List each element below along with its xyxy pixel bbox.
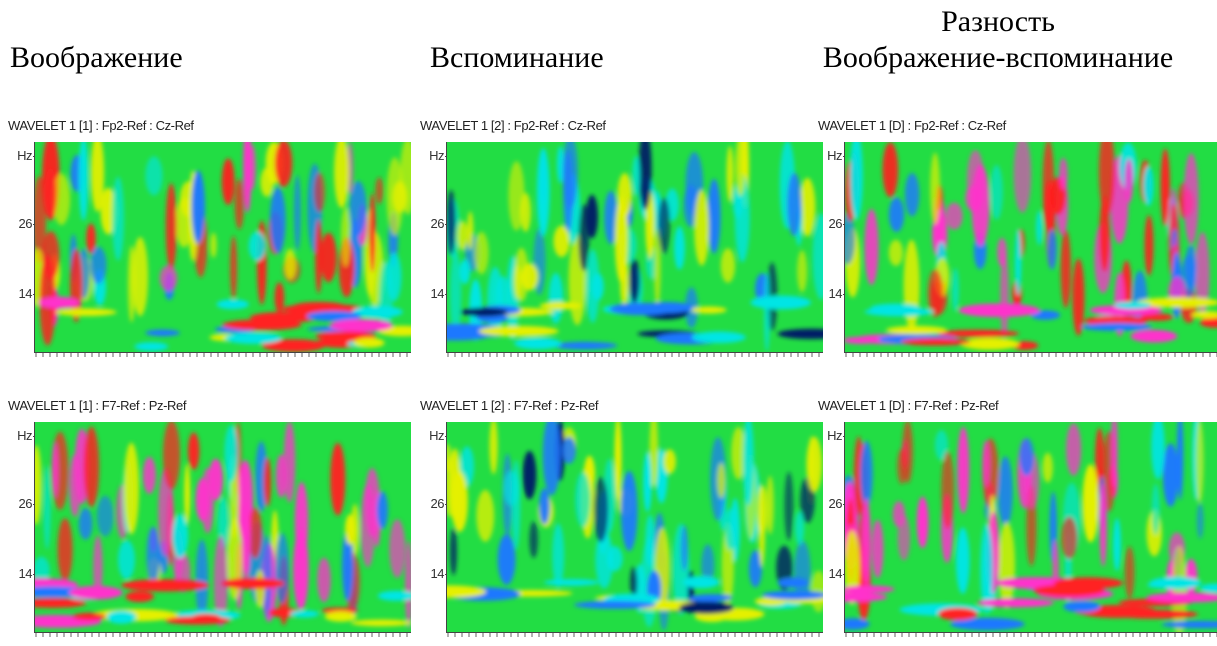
y-axis-label-hz: Hz — [17, 428, 32, 443]
column-header-recall: Вспоминание — [430, 41, 604, 74]
x-axis-ticks — [845, 353, 1217, 357]
panel-difference-fp2-cz: WAVELET 1 [D] : Fp2-Ref : Cz-Ref Hz 26 14 — [818, 118, 1217, 357]
y-tick-label-14: 14 — [18, 566, 33, 581]
y-tick-label-14: 14 — [18, 286, 33, 301]
x-axis-ticks — [447, 633, 820, 637]
wavelet-heatmap — [34, 142, 411, 353]
panel-title: WAVELET 1 [2] : F7-Ref : Pz-Ref — [420, 398, 599, 413]
y-axis-label-hz: Hz — [827, 428, 842, 443]
panel-imagination-fp2-cz: WAVELET 1 [1] : Fp2-Ref : Cz-Ref Hz 26 14 — [8, 118, 411, 357]
y-tick-label-26: 26 — [828, 216, 843, 231]
wavelet-heatmap — [446, 142, 823, 353]
panel-recall-f7-pz: WAVELET 1 [2] : F7-Ref : Pz-Ref Hz 26 14 — [420, 398, 823, 637]
y-tick-label-26: 26 — [18, 216, 33, 231]
panel-title: WAVELET 1 [2] : Fp2-Ref : Cz-Ref — [420, 118, 606, 133]
wavelet-heatmap — [446, 422, 823, 633]
panel-title: WAVELET 1 [1] : Fp2-Ref : Cz-Ref — [8, 118, 194, 133]
y-tick-label-14: 14 — [430, 286, 445, 301]
column-header-imagination: Воображение — [10, 41, 183, 74]
difference-title-line2: Воображение-вспоминание — [822, 41, 1174, 74]
panel-title: WAVELET 1 [D] : Fp2-Ref : Cz-Ref — [818, 118, 1006, 133]
x-axis-ticks — [35, 633, 408, 637]
x-axis-ticks — [845, 633, 1217, 637]
panel-title: WAVELET 1 [1] : F7-Ref : Pz-Ref — [8, 398, 187, 413]
y-tick-label-26: 26 — [430, 496, 445, 511]
y-tick-label-14: 14 — [828, 286, 843, 301]
y-axis-label-hz: Hz — [17, 148, 32, 163]
wavelet-heatmap — [844, 422, 1217, 633]
x-axis-ticks — [35, 353, 408, 357]
wavelet-heatmap — [34, 422, 411, 633]
difference-title-line1: Разность — [941, 5, 1055, 38]
wavelet-heatmap — [844, 142, 1217, 353]
panel-difference-f7-pz: WAVELET 1 [D] : F7-Ref : Pz-Ref Hz 26 14 — [818, 398, 1217, 637]
y-tick-label-26: 26 — [430, 216, 445, 231]
x-axis-ticks — [447, 353, 820, 357]
panel-recall-fp2-cz: WAVELET 1 [2] : Fp2-Ref : Cz-Ref Hz 26 14 — [420, 118, 823, 357]
y-axis-label-hz: Hz — [429, 148, 444, 163]
y-tick-label-14: 14 — [430, 566, 445, 581]
y-axis-label-hz: Hz — [827, 148, 842, 163]
y-tick-label-26: 26 — [18, 496, 33, 511]
column-header-difference: Разность Воображение-вспоминание — [788, 4, 1208, 76]
y-tick-label-26: 26 — [828, 496, 843, 511]
y-axis-label-hz: Hz — [429, 428, 444, 443]
y-tick-label-14: 14 — [828, 566, 843, 581]
panel-title: WAVELET 1 [D] : F7-Ref : Pz-Ref — [818, 398, 999, 413]
panel-imagination-f7-pz: WAVELET 1 [1] : F7-Ref : Pz-Ref Hz 26 14 — [8, 398, 411, 637]
